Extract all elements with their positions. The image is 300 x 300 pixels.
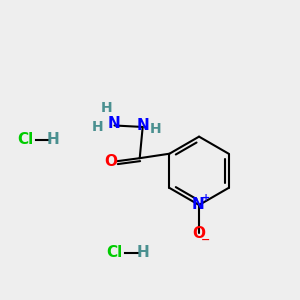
Text: O: O bbox=[193, 226, 206, 241]
Text: Cl: Cl bbox=[17, 132, 33, 147]
Text: N: N bbox=[136, 118, 149, 133]
Text: H: H bbox=[92, 120, 103, 134]
Text: H: H bbox=[149, 122, 161, 136]
Text: H: H bbox=[47, 132, 60, 147]
Text: H: H bbox=[136, 245, 149, 260]
Text: O: O bbox=[104, 154, 117, 169]
Text: N: N bbox=[108, 116, 121, 131]
Text: H: H bbox=[101, 101, 113, 115]
Text: N: N bbox=[191, 197, 204, 212]
Text: +: + bbox=[202, 194, 210, 203]
Text: Cl: Cl bbox=[106, 245, 122, 260]
Text: −: − bbox=[201, 235, 210, 245]
